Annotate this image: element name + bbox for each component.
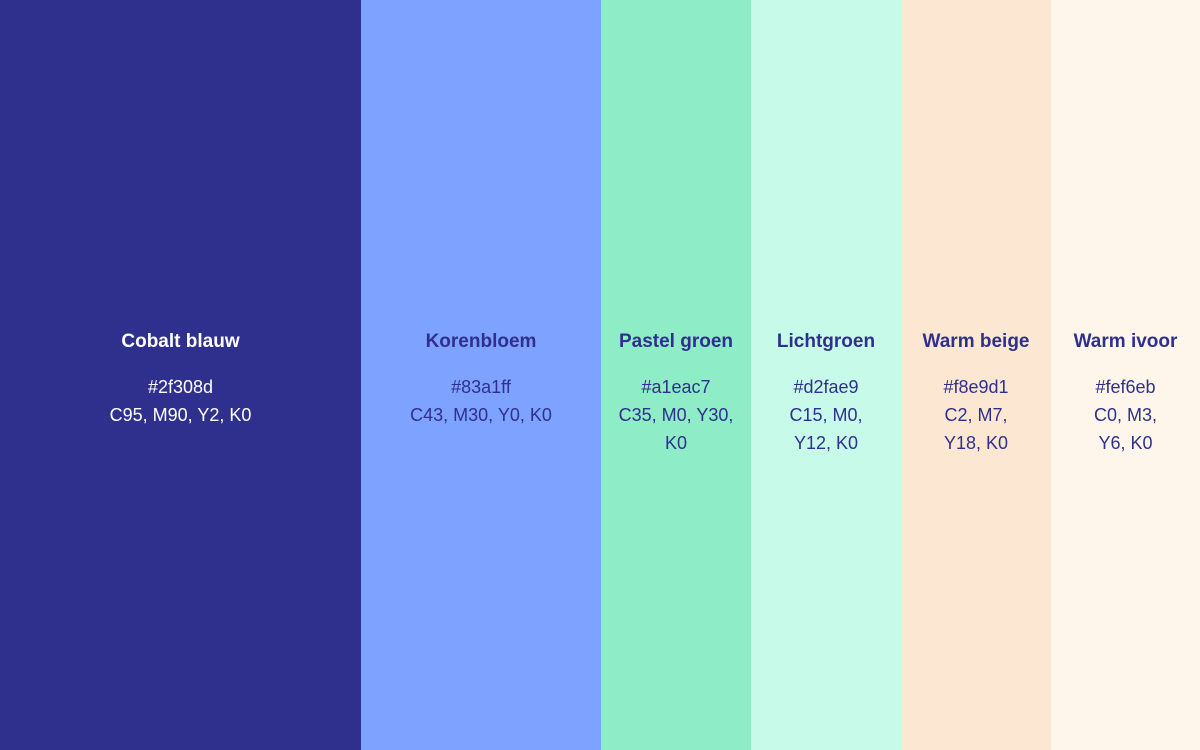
swatch-hex: #d2fae9 [793,377,859,397]
swatch-cmyk: C0, M3, Y6, K0 [1093,405,1158,453]
swatch-hex: #83a1ff [451,377,511,397]
swatch-name: Warm beige [922,331,1030,352]
swatch-name: Pastel groen [618,331,734,352]
swatch-cmyk: C35, M0, Y30, K0 [618,405,734,453]
swatch-name: Lichtgroen [776,331,876,352]
swatch-lichtgroen: Lichtgroen #d2fae9 C15, M0, Y12, K0 [751,0,901,750]
swatch-korenbloem: Korenbloem #83a1ff C43, M30, Y0, K0 [361,0,601,750]
swatch-hex: #a1eac7 [641,377,711,397]
swatch-cmyk: C2, M7, Y18, K0 [943,405,1009,453]
swatch-cmyk: C15, M0, Y12, K0 [789,405,863,453]
swatch-pastel-groen: Pastel groen #a1eac7 C35, M0, Y30, K0 [601,0,751,750]
swatch-hex: #f8e9d1 [943,377,1009,397]
swatch-name: Korenbloem [425,331,537,352]
swatch-cobalt-blauw: Cobalt blauw #2f308d C95, M90, Y2, K0 [0,0,361,750]
swatch-name: Cobalt blauw [121,331,240,352]
swatch-hex: #fef6eb [1095,377,1156,397]
swatch-warm-beige: Warm beige #f8e9d1 C2, M7, Y18, K0 [901,0,1051,750]
swatch-cmyk: C95, M90, Y2, K0 [109,405,252,425]
swatch-hex: #2f308d [147,377,214,397]
swatch-cmyk: C43, M30, Y0, K0 [410,405,552,425]
swatch-name: Warm ivoor [1073,331,1178,352]
swatch-warm-ivoor: Warm ivoor #fef6eb C0, M3, Y6, K0 [1051,0,1200,750]
